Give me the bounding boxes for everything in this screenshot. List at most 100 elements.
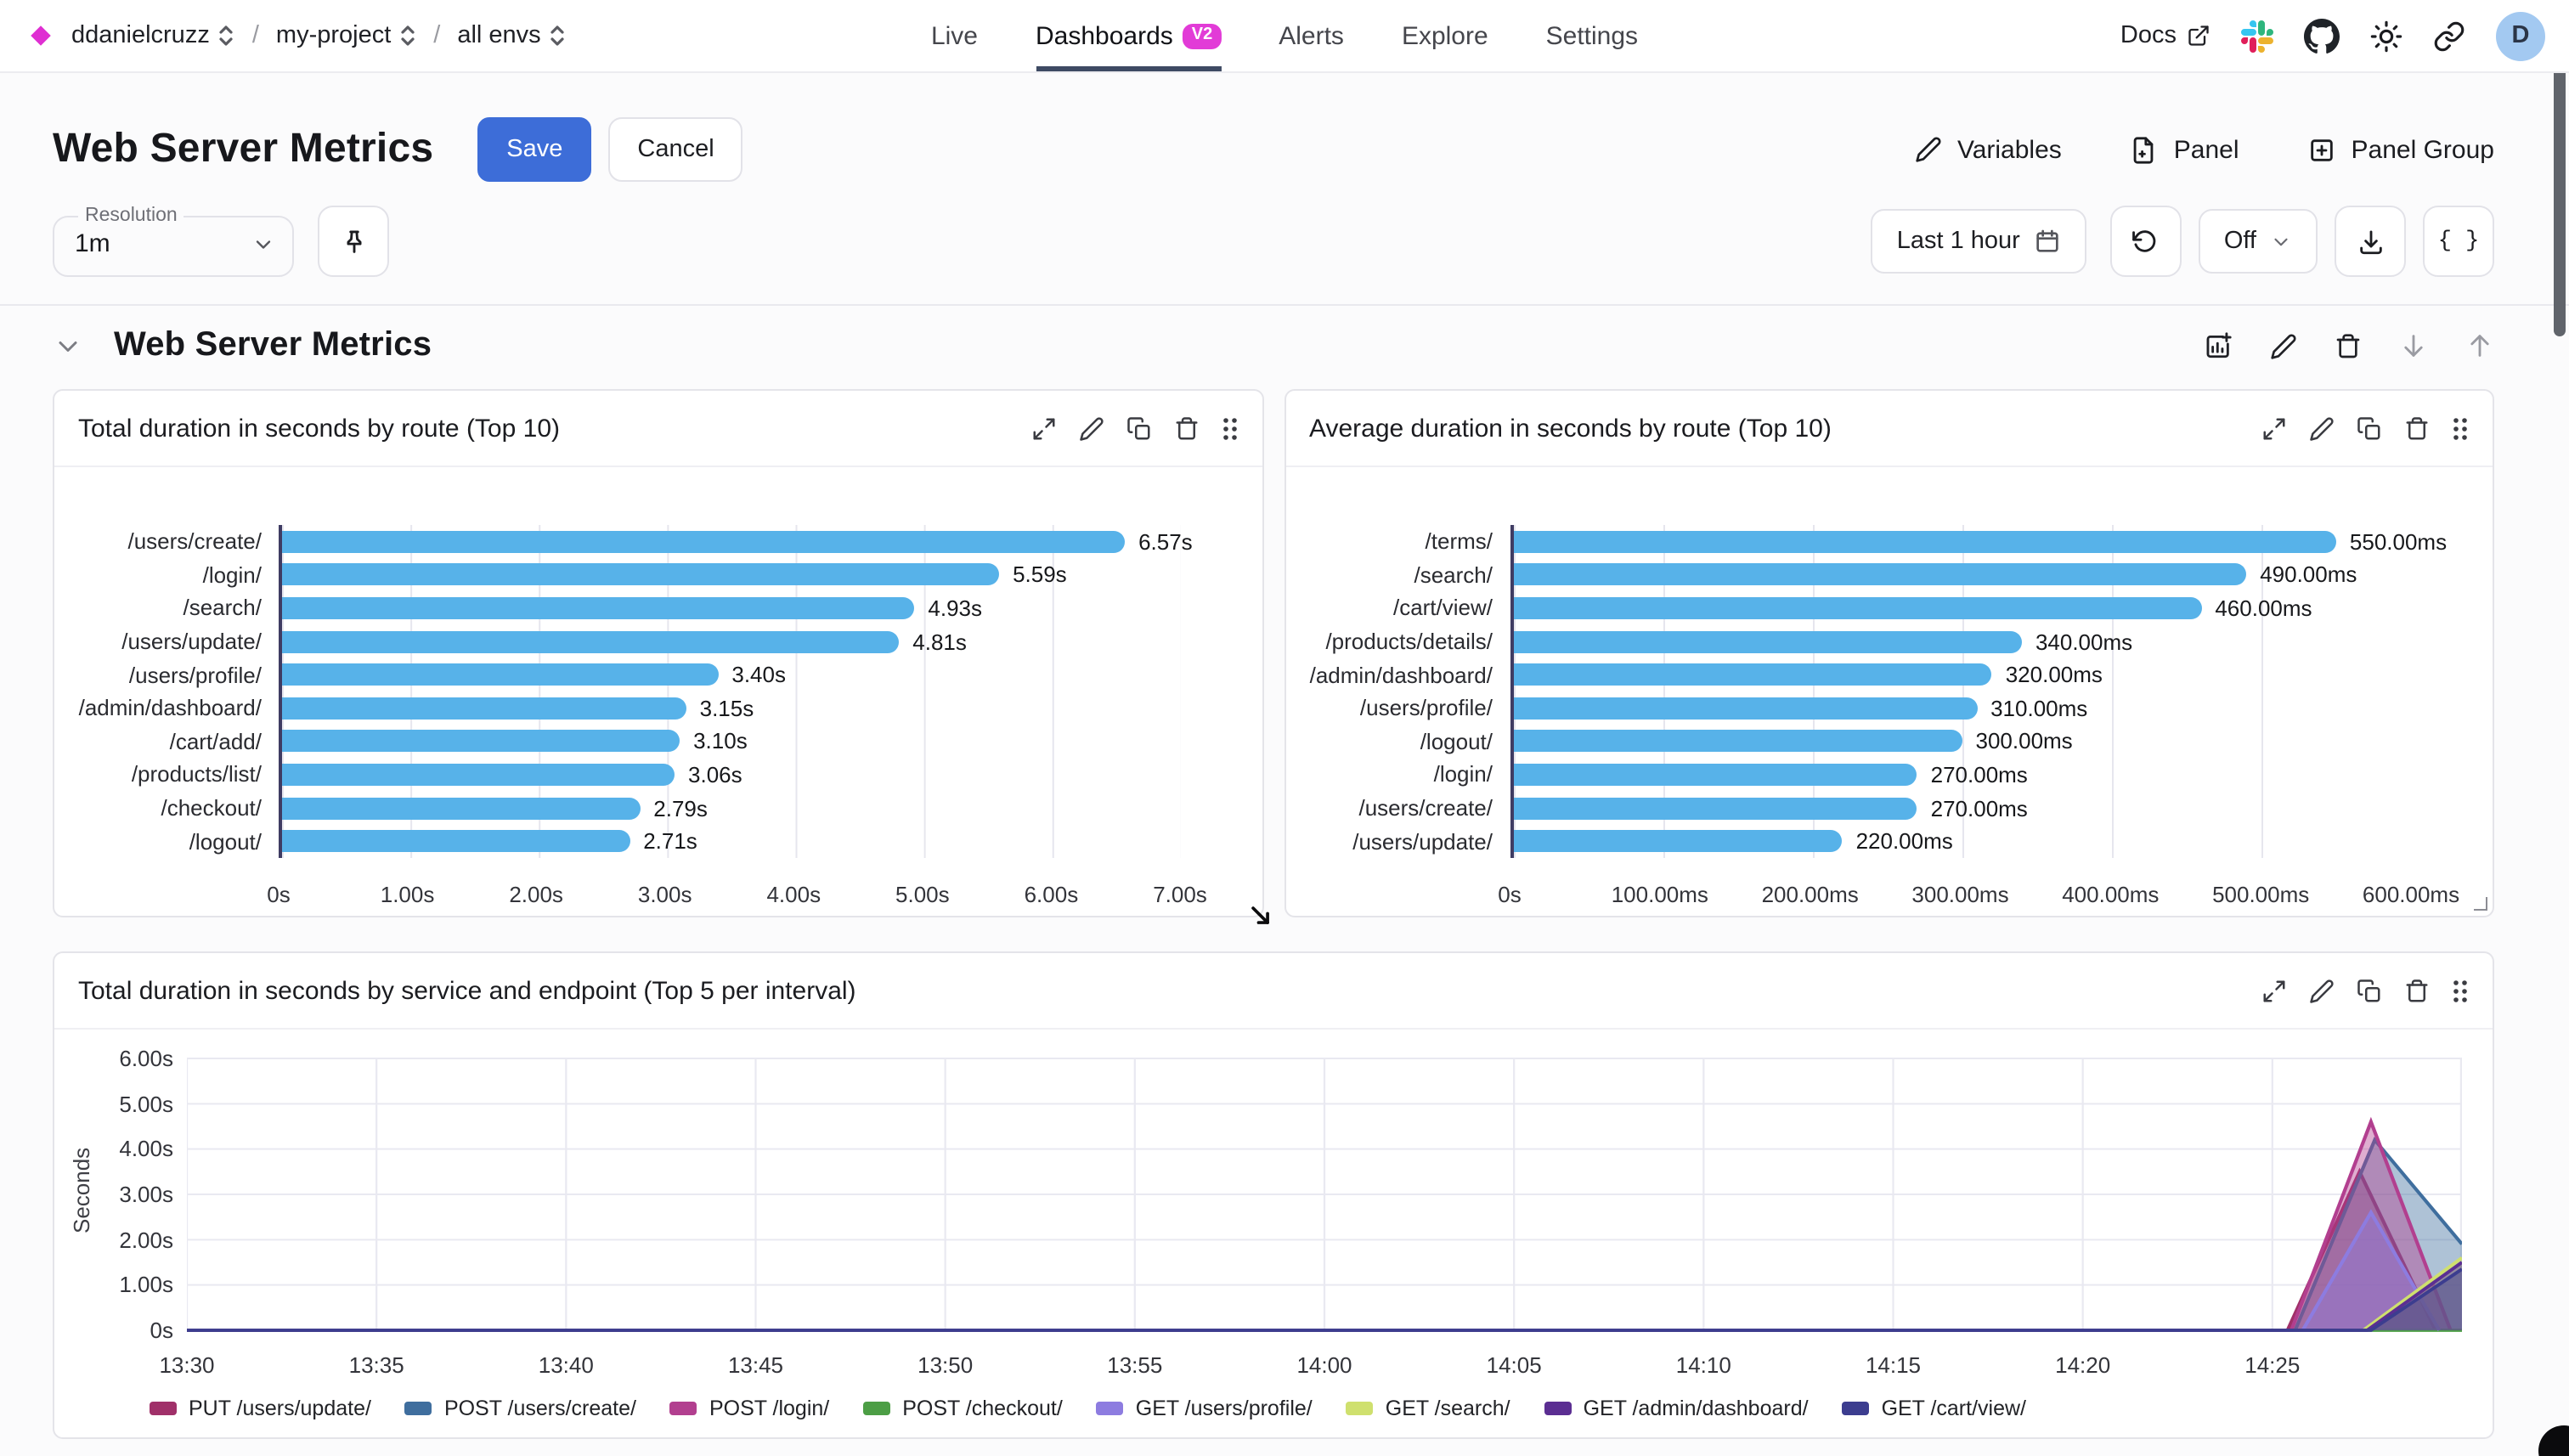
bar-track: 3.40s — [279, 657, 1180, 691]
delete-panel-button[interactable] — [2404, 978, 2430, 1003]
bar-row: /terms/550.00ms — [1302, 525, 2447, 559]
delete-panel-button[interactable] — [2404, 415, 2430, 441]
panel-group-header: Web Server Metrics — [0, 306, 2569, 382]
slack-icon[interactable] — [2241, 20, 2273, 52]
y-axis-tick: 3.00s — [119, 1182, 173, 1207]
drag-panel-handle[interactable] — [2452, 978, 2469, 1003]
bar-value-label: 2.71s — [643, 828, 697, 855]
pencil-icon — [1079, 416, 1103, 440]
edit-panel-button[interactable] — [1078, 415, 1104, 441]
add-panel-button[interactable]: Panel — [2130, 135, 2239, 164]
bar — [1513, 763, 1917, 786]
panel-resize-corner[interactable] — [2474, 897, 2487, 911]
legend-item[interactable]: POST /login/ — [669, 1397, 830, 1420]
x-axis-tick: 200.00ms — [1761, 881, 1859, 907]
resize-cursor-icon[interactable] — [1246, 902, 1275, 931]
delete-panel-button[interactable] — [1173, 415, 1199, 441]
edit-panel-button[interactable] — [2309, 978, 2335, 1003]
bottom-right-corner-widget[interactable] — [2538, 1425, 2569, 1456]
legend-item[interactable]: GET /users/profile/ — [1096, 1397, 1313, 1420]
breadcrumb-org[interactable]: ddanielcruzz — [71, 22, 235, 49]
refresh-button[interactable] — [2109, 206, 2182, 277]
y-axis-tick: 6.00s — [119, 1046, 173, 1071]
move-section-up-button[interactable] — [2465, 331, 2494, 360]
variables-label: Variables — [1956, 135, 2062, 164]
bar-chart-average-duration: /terms/550.00ms/search/490.00ms/cart/vie… — [1285, 467, 2493, 916]
bar-category-label: /logout/ — [1420, 728, 1493, 754]
timeseries-plot[interactable] — [187, 1047, 2462, 1342]
bar-value-label: 3.06s — [688, 761, 742, 787]
legend-label: POST /login/ — [709, 1397, 830, 1420]
bar-track: 5.59s — [279, 558, 1180, 592]
json-view-button[interactable]: { } — [2423, 206, 2494, 277]
plus-square-icon — [2310, 138, 2333, 161]
expand-panel-button[interactable] — [2261, 415, 2287, 441]
tab-live[interactable]: Live — [931, 0, 978, 71]
x-axis-tick: 100.00ms — [1611, 881, 1708, 907]
variables-button[interactable]: Variables — [1915, 135, 2062, 164]
github-icon[interactable] — [2304, 18, 2340, 54]
drag-panel-handle[interactable] — [1221, 415, 1238, 441]
clone-panel-button[interactable] — [2357, 978, 2382, 1003]
user-avatar[interactable]: D — [2496, 11, 2545, 60]
series-area — [187, 1212, 2440, 1330]
docs-link[interactable]: Docs — [2120, 22, 2210, 49]
legend-item[interactable]: POST /checkout/ — [863, 1397, 1063, 1420]
bar-value-label: 2.79s — [653, 795, 708, 821]
collapse-section-button[interactable] — [53, 330, 83, 361]
tab-alerts[interactable]: Alerts — [1279, 0, 1344, 71]
refresh-ccw-icon — [2132, 229, 2157, 251]
y-axis-tick: 0s — [150, 1318, 173, 1343]
bar-category-label: /search/ — [183, 595, 263, 621]
series-line — [187, 1167, 2437, 1332]
cancel-button[interactable]: Cancel — [608, 117, 743, 182]
trash-icon — [2406, 979, 2428, 1002]
add-chart-to-group-button[interactable] — [2204, 331, 2233, 360]
bar-value-label: 320.00ms — [2005, 662, 2103, 688]
breadcrumb-project[interactable]: my-project — [276, 22, 416, 49]
save-button[interactable]: Save — [477, 117, 592, 182]
bar-row: /admin/dashboard/320.00ms — [1302, 657, 2411, 691]
external-link-icon — [2188, 25, 2209, 46]
main-tabs: Live Dashboards V2 Alerts Explore Settin… — [931, 0, 1638, 71]
download-button[interactable] — [2335, 206, 2406, 277]
delete-section-button[interactable] — [2335, 332, 2362, 359]
bar-track: 320.00ms — [1510, 657, 2411, 691]
legend-item[interactable]: PUT /users/update/ — [150, 1397, 371, 1420]
time-range-button[interactable]: Last 1 hour — [1871, 209, 2086, 274]
y-axis-label: Seconds — [69, 1148, 94, 1234]
panels-row: Total duration in seconds by route (Top … — [53, 389, 2494, 924]
expand-panel-button[interactable] — [1030, 415, 1056, 441]
drag-panel-handle[interactable] — [2452, 415, 2469, 441]
breadcrumb-env-label: all envs — [457, 22, 541, 49]
share-link-icon[interactable] — [2433, 20, 2465, 52]
vertical-scrollbar[interactable] — [2554, 20, 2566, 336]
tab-explore[interactable]: Explore — [1402, 0, 1488, 71]
resize-arrow-icon — [1251, 906, 1268, 924]
tab-dashboards[interactable]: Dashboards V2 — [1036, 0, 1222, 71]
legend-item[interactable]: GET /search/ — [1346, 1397, 1510, 1420]
bar-track: 220.00ms — [1510, 824, 2411, 858]
clone-panel-button[interactable] — [2357, 415, 2382, 441]
resolution-select[interactable]: Resolution 1m — [53, 206, 294, 277]
theme-sun-icon[interactable] — [2370, 20, 2402, 52]
tab-settings[interactable]: Settings — [1546, 0, 1638, 71]
download-icon — [2359, 229, 2381, 254]
legend-item[interactable]: POST /users/create/ — [404, 1397, 636, 1420]
pin-resolution-button[interactable] — [318, 206, 389, 277]
expand-icon — [1032, 417, 1054, 439]
clone-panel-button[interactable] — [1126, 415, 1151, 441]
bar — [282, 663, 719, 686]
add-panel-group-button[interactable]: Panel Group — [2307, 135, 2494, 164]
bar — [1513, 730, 1962, 753]
legend-item[interactable]: GET /cart/view/ — [1842, 1397, 2026, 1420]
move-section-down-button[interactable] — [2399, 331, 2428, 360]
legend-item[interactable]: GET /admin/dashboard/ — [1544, 1397, 1809, 1420]
edit-panel-button[interactable] — [2309, 415, 2335, 441]
edit-section-button[interactable] — [2270, 332, 2297, 359]
breadcrumb-env[interactable]: all envs — [457, 22, 566, 49]
auto-refresh-select[interactable]: Off — [2198, 209, 2318, 274]
x-axis-tick: 13:40 — [538, 1352, 594, 1378]
expand-panel-button[interactable] — [2261, 978, 2287, 1003]
